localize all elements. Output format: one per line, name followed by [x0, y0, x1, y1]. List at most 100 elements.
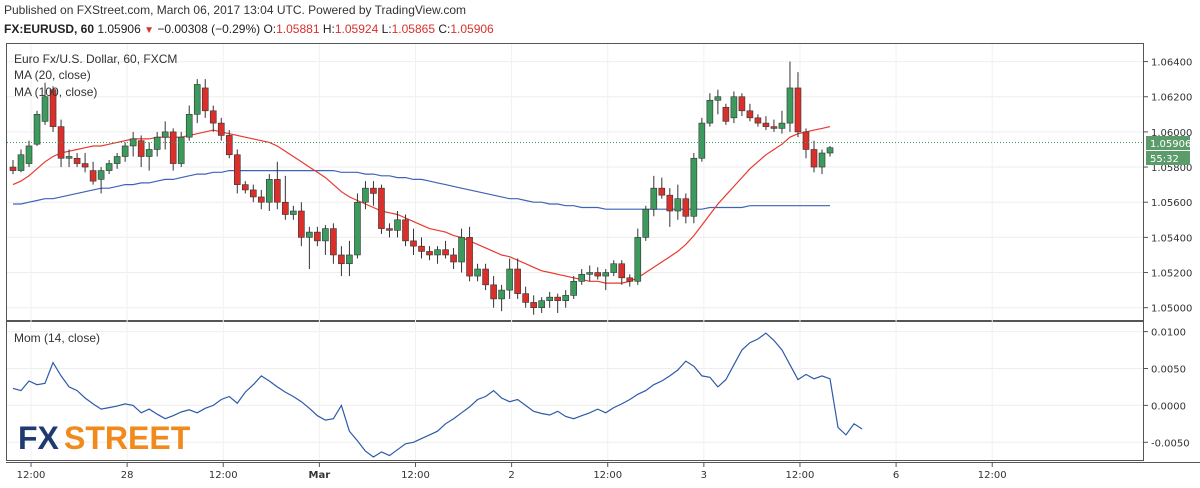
candle [185, 105, 193, 141]
published-line: Published on FXStreet.com, March 06, 201… [4, 3, 467, 17]
candle-body [562, 295, 569, 301]
candle-body [169, 131, 177, 164]
candle [634, 228, 642, 285]
candle [602, 269, 610, 291]
candle-body [594, 272, 602, 277]
candle-body [786, 87, 794, 124]
candle-body [89, 170, 97, 182]
candle [594, 267, 602, 280]
candle-body [746, 110, 754, 119]
candle [802, 128, 810, 159]
candle-body [674, 198, 682, 212]
candle [666, 188, 674, 227]
candle-body [514, 268, 521, 294]
candle [426, 246, 433, 261]
candle-body [618, 263, 626, 279]
candle [538, 297, 545, 313]
fxstreet-logo: FX STREET [18, 420, 191, 456]
candle [105, 160, 113, 175]
candle [466, 226, 473, 282]
candle-body [9, 166, 17, 171]
candle [770, 119, 778, 132]
candle-body [754, 117, 762, 124]
candle [57, 119, 65, 168]
logo-street: STREET [64, 420, 191, 456]
candle-body [522, 293, 529, 303]
candle [346, 240, 353, 277]
logo-fx: FX [18, 420, 60, 456]
candle [306, 226, 313, 270]
candle-body [386, 228, 393, 231]
candle [161, 121, 169, 150]
momentum-line [12, 332, 863, 458]
candle-body [298, 210, 305, 238]
candle-body [730, 96, 738, 119]
candle [690, 152, 698, 224]
last-price: 1.05906 [97, 22, 141, 36]
price-change: −0.00308 (−0.29%) [157, 22, 261, 36]
price-tick-label: 1.06400 [1151, 58, 1192, 69]
candle [570, 276, 578, 299]
candle [314, 226, 321, 247]
candle [562, 290, 569, 308]
candle-body [826, 147, 834, 154]
candle-body [450, 254, 457, 263]
candle [682, 193, 690, 224]
low-value: 1.05865 [391, 22, 435, 36]
candle [330, 223, 337, 264]
open-value: 1.05881 [276, 22, 320, 36]
candle-body [65, 156, 73, 159]
time-tick-label: 3 [701, 470, 707, 481]
candle-body [33, 114, 41, 145]
candle-body [370, 187, 377, 194]
candle-body [354, 201, 361, 256]
price-tick-label: 1.05400 [1151, 233, 1192, 244]
candle-body [314, 231, 321, 242]
candle-body [474, 268, 481, 277]
candle [145, 142, 153, 171]
candle-body [634, 237, 642, 282]
ohlc-summary: FX:EURUSD, 60 1.05906 ▼ −0.00308 (−0.29%… [4, 22, 494, 36]
candle-body [410, 240, 417, 247]
candle [618, 260, 626, 285]
candle [698, 117, 706, 162]
candle-body [338, 254, 345, 265]
candle [193, 79, 201, 124]
candle [81, 152, 89, 173]
candle [282, 175, 289, 220]
candle-body [362, 187, 369, 203]
candle-body [233, 154, 241, 185]
candle-body [794, 87, 802, 133]
candle [522, 286, 529, 308]
candle [241, 181, 249, 194]
candle-body [442, 249, 449, 256]
candle [258, 189, 265, 210]
ma100-line [13, 170, 830, 210]
candle-body [490, 284, 497, 300]
candle [209, 105, 217, 132]
time-tick-label: 6 [893, 470, 899, 481]
time-tick-label: Mar [309, 470, 331, 481]
candle-body [642, 208, 650, 238]
price-tick-label: 1.05200 [1151, 269, 1192, 280]
candle [354, 193, 361, 259]
candle-body [778, 122, 786, 129]
candle [49, 86, 57, 132]
candle-body [650, 187, 658, 210]
momentum-tick-label: -0.0050 [1151, 438, 1190, 449]
candle-body [818, 152, 826, 168]
candle-body [209, 110, 217, 124]
candle-body [402, 219, 409, 242]
candle [578, 269, 586, 285]
candle-body [49, 89, 57, 127]
candle [706, 93, 714, 127]
candle-body [706, 99, 714, 124]
candle-body [250, 189, 257, 198]
candle [546, 291, 553, 308]
momentum-tick-label: 0.0050 [1151, 364, 1186, 375]
candle [722, 103, 730, 125]
candle [778, 110, 786, 134]
candle-body [570, 281, 578, 296]
candle [642, 205, 650, 241]
